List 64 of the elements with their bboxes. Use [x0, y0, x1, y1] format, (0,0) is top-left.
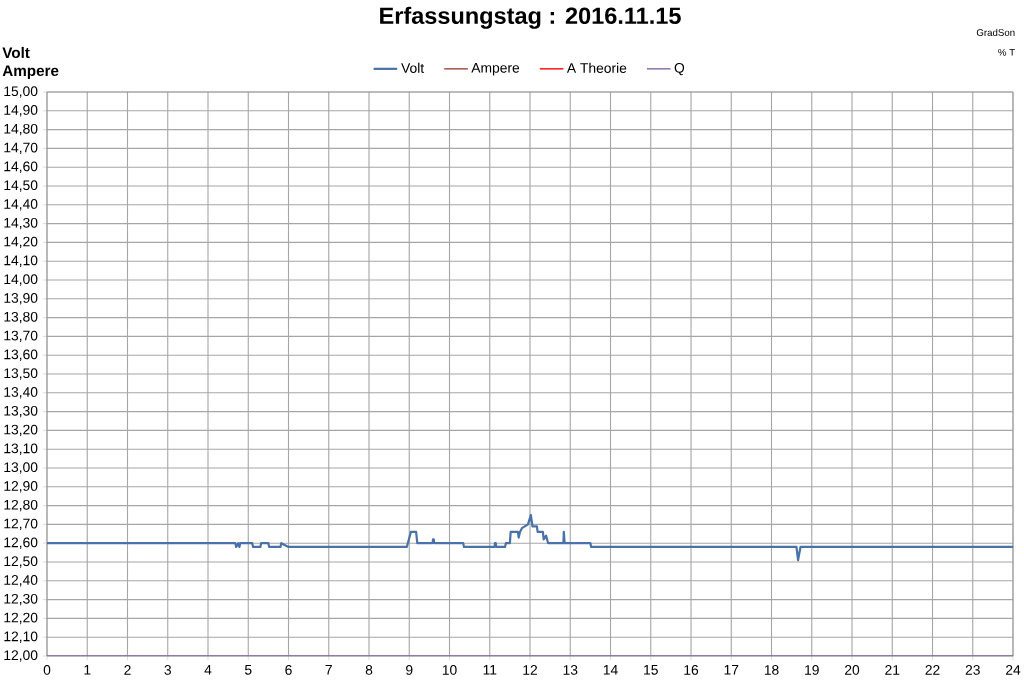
legend-label: A Theorie [566, 62, 627, 73]
x-tick-label: 14 [603, 665, 618, 675]
x-tick-label: 2 [124, 665, 131, 675]
y-tick-label: 12,50 [4, 556, 38, 568]
y-tick-label: 14,00 [4, 274, 38, 286]
y-tick-label: 14,20 [4, 236, 38, 249]
legend-label: Volt [401, 62, 425, 73]
x-tick-label: 0 [43, 665, 51, 675]
y-tick-label: 13,40 [4, 387, 38, 399]
x-tick-label: 8 [365, 665, 373, 675]
text: GradSon [976, 28, 1015, 36]
x-tick-label: 15 [644, 665, 658, 675]
y-tick-label: 14,10 [4, 255, 38, 267]
x-tick-label: 4 [204, 665, 212, 675]
x-tick-label: 20 [845, 665, 860, 675]
y-tick-label: 13,70 [4, 330, 38, 343]
y-tick-label: 14,50 [4, 180, 38, 192]
x-tick-label: 5 [244, 665, 252, 675]
y-axis-title: Volt Ampere [2, 46, 59, 80]
x-tick-label: 21 [885, 665, 900, 675]
y-tick-label: 13,20 [4, 424, 38, 437]
legend-label: Q [674, 62, 685, 76]
y-tick-label: 12,70 [4, 518, 38, 531]
x-tick-label: 23 [965, 665, 980, 675]
x-tick-label: 11 [483, 665, 497, 675]
y-tick-label: 14,90 [4, 105, 38, 117]
x-tick-label: 10 [442, 665, 457, 675]
y-tick-label: 13,80 [4, 311, 38, 324]
y-tick-label: 12,40 [4, 575, 38, 587]
x-tick-label: 18 [764, 665, 779, 675]
x-tick-label: 13 [563, 665, 578, 675]
y-tick-label: 12,80 [4, 499, 38, 512]
text: % T [998, 48, 1015, 56]
y-tick-label: 14,80 [4, 123, 38, 136]
y-tick-label: 13,00 [4, 462, 38, 474]
x-tick-label: 7 [325, 665, 332, 675]
x-tick-label: 6 [285, 665, 292, 675]
y-tick-label: 13,60 [4, 349, 38, 361]
y-tick-label: 13,90 [4, 293, 38, 305]
y-tick-label: 13,10 [4, 443, 38, 455]
y-tick-label: 12,60 [4, 537, 38, 549]
y-tick-label: 12,90 [4, 481, 38, 493]
y-tick-label: 12,30 [4, 593, 38, 606]
y-tick-label: 12,20 [4, 612, 38, 625]
x-tick-label: 16 [684, 665, 699, 675]
x-tick-label: 24 [1006, 665, 1021, 675]
x-tick-label: 9 [406, 665, 413, 675]
x-tick-label: 3 [164, 665, 171, 675]
y-tick-label: 13,50 [4, 368, 38, 380]
y-tick-label: 13,30 [4, 405, 38, 418]
y-tick-label: 12,00 [4, 650, 38, 662]
y-tick-label: 14,30 [4, 217, 38, 230]
y-tick-label: 14,40 [4, 199, 38, 211]
x-tick-label: 19 [805, 665, 819, 675]
x-tick-label: 17 [724, 665, 739, 675]
y-tick-label: 15,00 [4, 86, 38, 98]
y-tick-label: 14,60 [4, 161, 38, 173]
y-tick-label: 12,10 [4, 631, 38, 643]
legend-label: Ampere [471, 63, 520, 76]
y-tick-label: 14,70 [4, 142, 38, 155]
x-tick-label: 12 [523, 665, 538, 675]
x-tick-label: 1 [84, 665, 91, 675]
x-tick-label: 22 [925, 665, 940, 675]
chart-title: Erfassungstag : 2016.11.15 [380, 6, 681, 29]
